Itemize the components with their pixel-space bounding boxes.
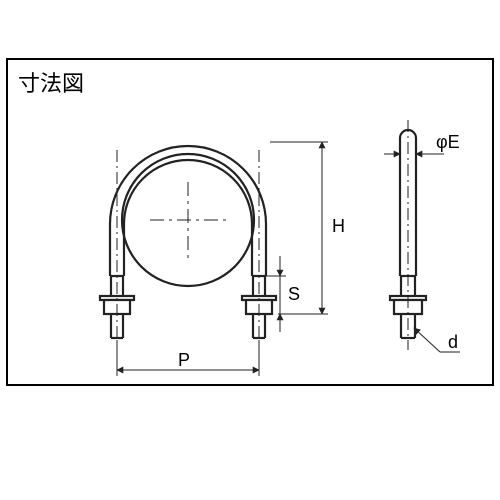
page: 寸法図 — [0, 0, 500, 500]
side-view: φE d — [384, 120, 460, 352]
label-d: d — [448, 332, 458, 352]
center-marks — [150, 182, 226, 258]
label-s: S — [288, 284, 300, 304]
label-p: P — [178, 350, 190, 370]
front-view: P H S — [100, 142, 345, 376]
label-phie: φE — [436, 132, 460, 152]
label-h: H — [332, 216, 345, 236]
dim-s — [266, 256, 286, 332]
drawing-svg: P H S — [0, 0, 500, 500]
